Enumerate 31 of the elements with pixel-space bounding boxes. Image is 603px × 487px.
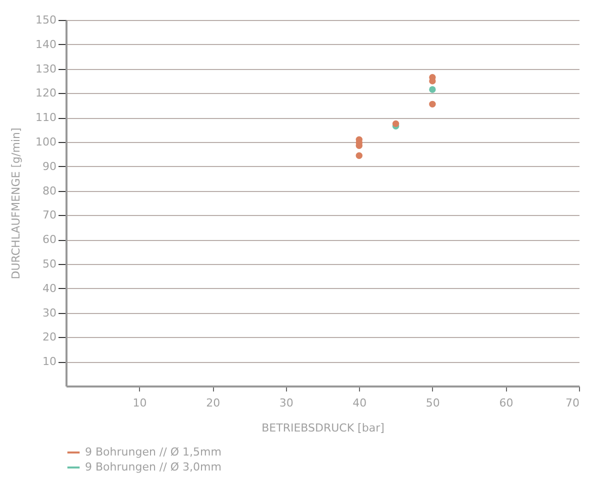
y-tick-label: 110 <box>36 111 56 124</box>
y-tick-label: 10 <box>42 355 56 368</box>
y-tick-label: 90 <box>42 160 56 173</box>
y-tick-label: 40 <box>42 282 56 295</box>
y-tick-label: 150 <box>36 14 56 26</box>
x-tick-label: 10 <box>132 396 147 410</box>
point <box>429 86 436 93</box>
x-tick-label: 70 <box>566 396 580 410</box>
y-tick-label: 120 <box>36 86 56 100</box>
x-axis-title: BETRIEBSDRUCK [bar] <box>262 422 384 434</box>
legend-label: 9 Bohrungen // Ø 3,0mm <box>85 460 222 474</box>
point <box>429 100 436 108</box>
x-tick-label: 60 <box>499 396 514 410</box>
x-tick-label: 30 <box>279 396 294 410</box>
y-tick-label: 30 <box>42 306 56 320</box>
y-tick-label: 140 <box>36 38 56 51</box>
y-tick-label: 70 <box>42 208 56 222</box>
y-tick-label: 100 <box>36 136 56 148</box>
x-tick-label: 20 <box>206 396 220 410</box>
y-tick-label: 60 <box>42 233 56 246</box>
y-tick-label: 80 <box>42 184 56 198</box>
y-tick-label: 50 <box>42 258 56 270</box>
x-tick-label: 50 <box>426 396 440 410</box>
y-tick-label: 130 <box>36 62 56 76</box>
x-tick-label: 40 <box>352 396 367 410</box>
y-tick-label: 20 <box>42 330 56 344</box>
point <box>356 152 362 160</box>
y-axis-title: DURCHLAUFMENGE [g/min] <box>10 128 23 280</box>
point <box>392 120 400 128</box>
legend-label: 9 Bohrungen // Ø 1,5mm <box>85 446 222 458</box>
point <box>429 78 436 84</box>
